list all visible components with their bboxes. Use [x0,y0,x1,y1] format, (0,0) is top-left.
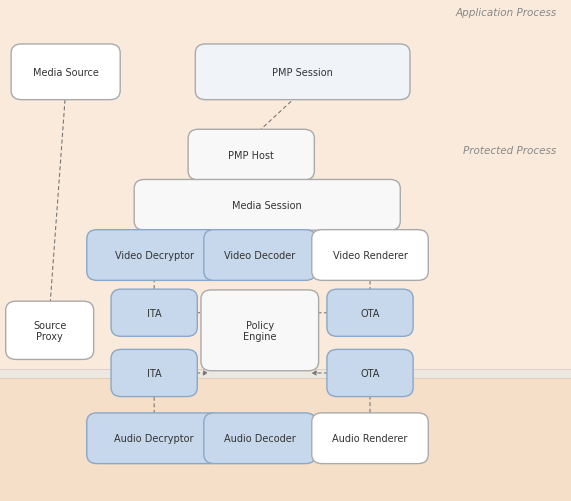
Text: ITA: ITA [147,368,162,378]
Text: Audio Decoder: Audio Decoder [224,433,296,443]
Text: PMP Session: PMP Session [272,68,333,78]
FancyBboxPatch shape [327,290,413,337]
Text: Media Source: Media Source [33,68,99,78]
Text: OTA: OTA [360,368,380,378]
FancyBboxPatch shape [204,413,316,464]
Text: Video Decryptor: Video Decryptor [115,250,194,261]
Text: Policy
Engine: Policy Engine [243,320,276,342]
FancyBboxPatch shape [6,302,94,360]
FancyBboxPatch shape [87,230,222,281]
Text: Video Decoder: Video Decoder [224,250,295,261]
FancyBboxPatch shape [201,290,319,371]
Text: OTA: OTA [360,308,380,318]
FancyBboxPatch shape [111,290,198,337]
Text: Source
Proxy: Source Proxy [33,320,66,342]
FancyBboxPatch shape [312,413,428,464]
FancyBboxPatch shape [312,230,428,281]
FancyBboxPatch shape [134,180,400,230]
FancyBboxPatch shape [87,413,222,464]
Text: Application Process: Application Process [456,8,557,18]
Text: Protected Process: Protected Process [464,145,557,155]
FancyBboxPatch shape [327,350,413,397]
Text: Audio Decryptor: Audio Decryptor [114,433,194,443]
FancyBboxPatch shape [0,0,571,128]
FancyBboxPatch shape [0,369,571,378]
Text: Video Renderer: Video Renderer [332,250,408,261]
FancyBboxPatch shape [188,130,314,181]
Text: Audio Renderer: Audio Renderer [332,433,408,443]
Text: Media Session: Media Session [232,200,302,210]
FancyBboxPatch shape [111,350,198,397]
FancyBboxPatch shape [0,378,571,501]
Text: PMP Host: PMP Host [228,150,274,160]
FancyBboxPatch shape [204,230,316,281]
FancyBboxPatch shape [11,45,120,100]
FancyBboxPatch shape [195,45,410,100]
Text: ITA: ITA [147,308,162,318]
